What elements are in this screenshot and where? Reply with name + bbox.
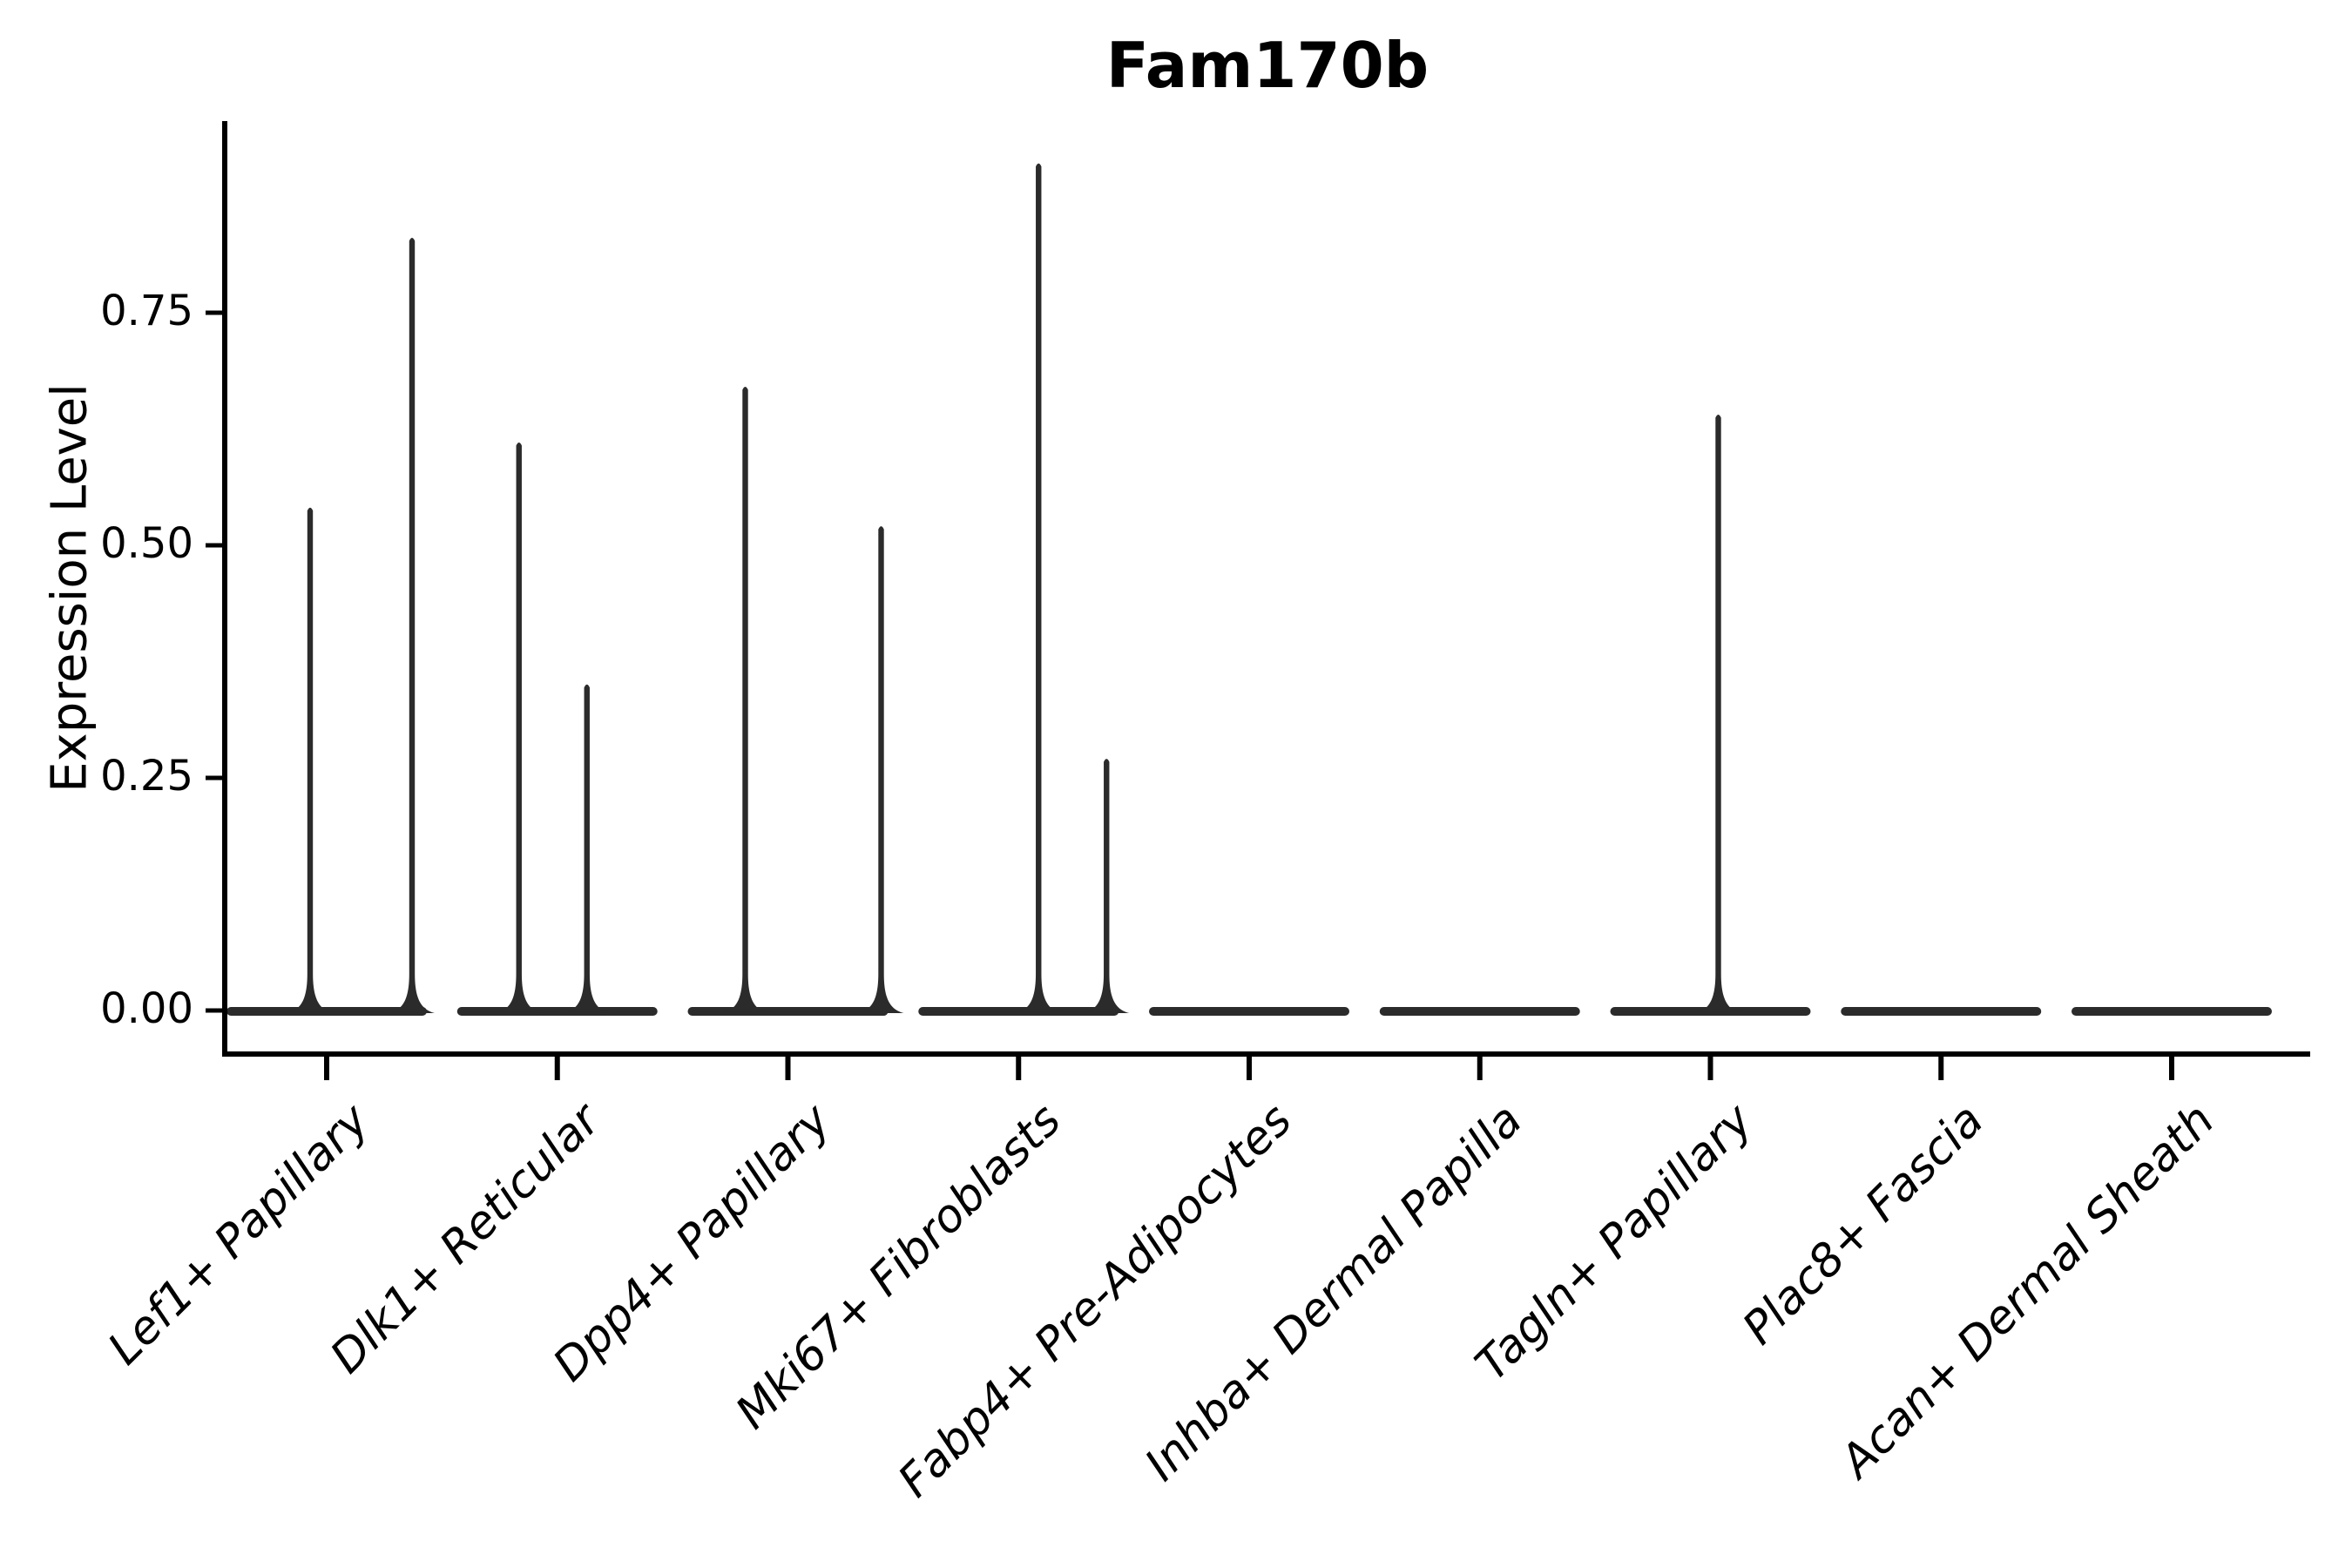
y-tick-label: 0.50	[100, 518, 193, 568]
y-tick-label: 0.25	[100, 751, 193, 801]
violin-spike	[389, 238, 435, 1013]
violin-spike	[1695, 414, 1741, 1014]
violin-spike	[722, 386, 768, 1013]
y-tick-label: 0.00	[100, 983, 193, 1033]
violin-spike	[496, 443, 542, 1013]
y-tick-label: 0.75	[100, 286, 193, 335]
chart-title: Fam170b	[1105, 29, 1429, 102]
violin-spike	[858, 526, 904, 1013]
violin-spike	[1016, 163, 1062, 1013]
violin-spike	[564, 684, 610, 1013]
violin-spike	[1084, 759, 1130, 1013]
y-axis-label: Expression Level	[41, 383, 98, 793]
violin-spike	[287, 507, 333, 1013]
